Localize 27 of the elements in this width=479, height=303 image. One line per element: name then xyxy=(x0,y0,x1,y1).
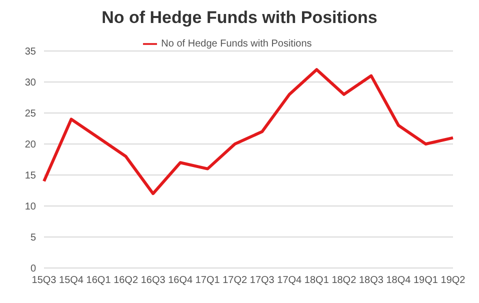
x-tick-label: 16Q3 xyxy=(140,275,166,286)
y-tick-label: 15 xyxy=(24,170,36,182)
y-tick-label: 25 xyxy=(24,108,36,120)
chart-title: No of Hedge Funds with Positions xyxy=(100,8,378,29)
x-tick-label: 15Q4 xyxy=(59,275,84,286)
line-series xyxy=(42,68,454,196)
y-tick-label: 35 xyxy=(24,46,36,58)
x-tick-label: 19Q1 xyxy=(414,275,438,286)
x-tick-label: 16Q1 xyxy=(86,275,112,286)
x-tick-label: 18Q1 xyxy=(304,275,330,286)
x-tick-label: 15Q3 xyxy=(32,275,57,286)
x-tick-label: 17Q2 xyxy=(222,275,248,286)
x-tick-label: 16Q2 xyxy=(114,275,138,286)
legend-label: No of Hedge Funds with Positions xyxy=(161,38,312,50)
x-tick-label: 18Q2 xyxy=(332,275,357,286)
y-tick-label: 20 xyxy=(24,140,36,151)
x-tick-label: 17Q4 xyxy=(277,275,302,286)
x-tick-label: 18Q3 xyxy=(358,275,384,286)
y-tick-label: 0 xyxy=(30,264,36,275)
x-tick-label: 18Q4 xyxy=(386,275,412,286)
x-tick-label: 19Q2 xyxy=(440,275,466,286)
x-tick-label: 16Q4 xyxy=(168,275,193,286)
y-tick-label: 5 xyxy=(30,232,36,244)
x-tick-label: 17Q3 xyxy=(250,275,275,286)
x-tick-label: 17Q1 xyxy=(195,275,220,286)
y-tick-label: 30 xyxy=(24,78,36,89)
y-tick-label: 10 xyxy=(24,202,36,213)
